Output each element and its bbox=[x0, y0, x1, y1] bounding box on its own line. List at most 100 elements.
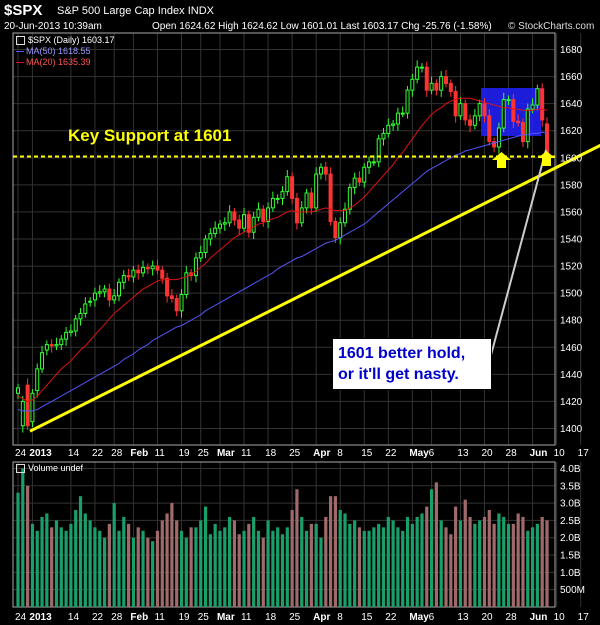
volume-bar bbox=[223, 527, 227, 607]
volume-bar bbox=[353, 520, 357, 607]
date-tick-label: 19 bbox=[179, 448, 191, 459]
candle-body bbox=[458, 103, 463, 117]
candle-body bbox=[131, 269, 136, 278]
volume-bar bbox=[40, 516, 44, 607]
date-tick-label: 20 bbox=[481, 612, 493, 623]
price-tick-label: 1520 bbox=[560, 262, 583, 273]
candle-body bbox=[314, 173, 319, 209]
candle-body bbox=[25, 384, 30, 427]
price-tick-label: 1560 bbox=[560, 207, 583, 218]
date-tick-label: 28 bbox=[506, 612, 518, 623]
price-tick-label: 1420 bbox=[560, 397, 583, 408]
candle-body bbox=[242, 214, 247, 229]
volume-bar bbox=[535, 523, 539, 607]
candle-body bbox=[367, 161, 372, 168]
candle-body bbox=[376, 138, 381, 163]
volume-bar bbox=[213, 523, 217, 607]
date-tick-label: 13 bbox=[457, 612, 469, 623]
volume-bar bbox=[194, 527, 198, 607]
volume-bar bbox=[415, 516, 419, 607]
volume-bar bbox=[319, 537, 323, 607]
volume-bar bbox=[468, 516, 472, 607]
volume-bar bbox=[242, 530, 246, 607]
chart-symbol: $SPX bbox=[4, 2, 43, 19]
candle-body bbox=[496, 127, 501, 148]
volume-bar bbox=[429, 489, 434, 607]
legend-ma50-label: MA(50) 1618.55 bbox=[26, 46, 91, 56]
candle-body bbox=[213, 227, 218, 235]
volume-bar bbox=[487, 510, 491, 607]
candle-body bbox=[107, 288, 112, 301]
candle-body bbox=[371, 161, 376, 164]
volume-bar bbox=[54, 520, 59, 607]
date-tick-label: 17 bbox=[578, 612, 590, 623]
volume-bar bbox=[256, 530, 261, 607]
legend-ma20-label: MA(20) 1635.39 bbox=[26, 57, 91, 67]
candle-body bbox=[78, 312, 83, 320]
ma20-line bbox=[17, 97, 548, 402]
candle-body bbox=[256, 208, 261, 218]
volume-bar bbox=[141, 530, 145, 607]
date-tick-label: 11 bbox=[241, 448, 252, 459]
legend-price-label: $SPX (Daily) 1603.17 bbox=[28, 35, 115, 45]
volume-bar bbox=[295, 489, 299, 607]
volume-bar bbox=[50, 527, 54, 607]
candle-body bbox=[506, 99, 511, 102]
candle-body bbox=[492, 141, 497, 148]
volume-bar bbox=[280, 534, 285, 607]
volume-bar bbox=[497, 513, 501, 607]
candle-body bbox=[179, 293, 184, 312]
volume-bar bbox=[420, 513, 424, 607]
volume-bar bbox=[444, 527, 448, 607]
volume-bar bbox=[482, 516, 487, 607]
volume-bar bbox=[338, 510, 342, 607]
arrow-up-left-icon bbox=[492, 152, 511, 168]
volume-bar bbox=[21, 468, 25, 607]
volume-bar bbox=[473, 523, 477, 607]
volume-bar bbox=[83, 513, 87, 607]
date-tick-label: 24 bbox=[15, 612, 27, 623]
candle-body bbox=[472, 115, 477, 126]
volume-bar bbox=[136, 527, 140, 607]
volume-bar bbox=[107, 523, 111, 607]
price-date-axis: 24 2013 14 22 28 Feb 11 19 25 Mar 11 18 25 Apr 8 15 22 Ma… bbox=[15, 448, 589, 459]
candle-body bbox=[198, 252, 203, 259]
candle-body bbox=[121, 275, 126, 283]
candle-body bbox=[227, 211, 232, 224]
candle-body bbox=[184, 272, 189, 295]
chart-name: S&P 500 Large Cap Index bbox=[57, 5, 185, 17]
volume-bar bbox=[396, 527, 400, 607]
volume-bar bbox=[391, 520, 395, 607]
candle-body bbox=[520, 122, 525, 143]
volume-bar bbox=[372, 527, 376, 607]
candle-body bbox=[44, 344, 49, 351]
price-tick-label: 1540 bbox=[560, 235, 583, 246]
date-tick-label: Apr bbox=[313, 448, 330, 459]
volume-bar bbox=[304, 530, 309, 607]
volume-bar bbox=[300, 516, 304, 607]
ma50-line bbox=[17, 131, 548, 412]
candle-body bbox=[35, 368, 40, 392]
volume-date-axis: 24 2013 14 22 28 Feb 11 19 25 Mar 11 18 25 Apr 8 15 22 Ma… bbox=[15, 612, 589, 623]
volume-bar bbox=[405, 516, 410, 607]
volume-bar bbox=[247, 523, 251, 607]
candle-body bbox=[410, 78, 415, 91]
date-tick-label: 14 bbox=[68, 612, 80, 623]
volume-bar bbox=[425, 506, 429, 607]
volume-bar bbox=[59, 527, 63, 607]
volume-tick-label: 4.0B bbox=[560, 464, 581, 475]
candle-body bbox=[16, 387, 20, 394]
date-tick-label: 11 bbox=[154, 448, 165, 459]
volume-axis: 4.0B 3.5B 3.0B 2.5B 2.0B 1.5B 1.0B 500M bbox=[560, 464, 585, 596]
candle-body bbox=[424, 66, 429, 91]
date-tick-label: 18 bbox=[265, 448, 277, 459]
volume-bar bbox=[237, 534, 241, 607]
volume-bar bbox=[155, 530, 160, 607]
candle-body bbox=[448, 82, 453, 92]
date-tick-label: 22 bbox=[92, 612, 104, 623]
price-tick-label: 1440 bbox=[560, 370, 583, 381]
volume-bar bbox=[357, 527, 362, 607]
date-tick-label: 28 bbox=[506, 448, 518, 459]
candle-body bbox=[102, 288, 107, 293]
date-tick-label: 25 bbox=[289, 612, 301, 623]
